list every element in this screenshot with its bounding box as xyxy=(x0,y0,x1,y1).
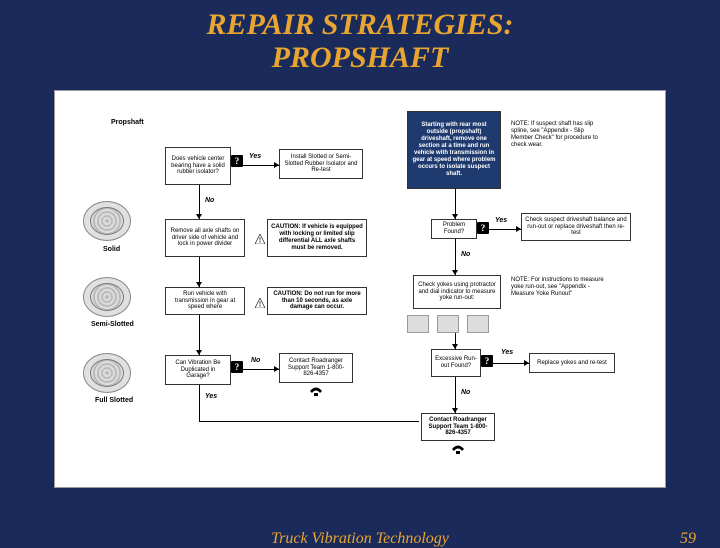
arrowhead-icon xyxy=(516,226,521,232)
label-full: Full Slotted xyxy=(95,397,133,404)
label-no: No xyxy=(461,389,470,396)
box-contact-support-1: Contact Roadranger Support Team 1-800-82… xyxy=(279,353,353,383)
box-install-isolator: Install Slotted or Semi-Slotted Rubber I… xyxy=(279,149,363,179)
page-title: REPAIR STRATEGIES: PROPSHAFT xyxy=(0,0,720,74)
label-no: No xyxy=(251,357,260,364)
question-icon: ? xyxy=(481,355,493,367)
question-icon: ? xyxy=(231,155,243,167)
note-measure-yoke: NOTE: For instructions to measure yoke r… xyxy=(511,277,611,298)
arrowhead-icon xyxy=(452,408,458,413)
warning-icon: ! xyxy=(255,295,265,305)
box-remove-axle: Remove all axle shafts on driver side of… xyxy=(165,219,245,257)
question-icon: ? xyxy=(231,361,243,373)
image-yoke-2 xyxy=(437,315,459,333)
image-yoke-3 xyxy=(467,315,489,333)
label-yes: Yes xyxy=(205,393,217,400)
label-yes: Yes xyxy=(501,349,513,356)
box-decision-isolator: Does vehicle center bearing have a solid… xyxy=(165,147,231,185)
box-start-rear: Starting with rear most outside (propsha… xyxy=(407,111,501,189)
note-slip-spline: NOTE: If suspect shaft has slip spline, … xyxy=(511,121,605,149)
box-replace-yokes: Replace yokes and re-test xyxy=(529,353,615,373)
arrowhead-icon xyxy=(196,282,202,287)
phone-icon xyxy=(451,443,465,455)
image-full-slotted xyxy=(83,353,131,393)
box-can-duplicate: Can Vibration Be Duplicated in Garage? xyxy=(165,355,231,385)
arrowhead-icon xyxy=(274,366,279,372)
warning-icon: ! xyxy=(255,231,265,241)
label-semi: Semi-Slotted xyxy=(91,321,134,328)
box-contact-support-2: Contact Roadranger Support Team 1-800-82… xyxy=(421,413,495,441)
page-number: 59 xyxy=(680,530,696,548)
image-yoke-1 xyxy=(407,315,429,333)
label-yes: Yes xyxy=(249,153,261,160)
connector xyxy=(199,315,200,355)
box-run-vehicle: Run vehicle with transmission in gear at… xyxy=(165,287,245,315)
label-yes: Yes xyxy=(495,217,507,224)
title-line-2: PROPSHAFT xyxy=(0,41,720,74)
flowchart-container: Propshaft Solid Semi-Slotted Full Slotte… xyxy=(54,90,666,488)
label-no: No xyxy=(461,251,470,258)
arrowhead-icon xyxy=(452,344,458,349)
footer-title: Truck Vibration Technology xyxy=(271,530,449,548)
connector xyxy=(199,421,419,422)
label-propshaft: Propshaft xyxy=(111,119,144,126)
box-check-yokes: Check yokes using protractor and dial in… xyxy=(413,275,501,309)
label-no: No xyxy=(205,197,214,204)
connector xyxy=(199,385,200,421)
phone-icon xyxy=(309,385,323,397)
image-semi-slotted xyxy=(83,277,131,317)
arrowhead-icon xyxy=(452,270,458,275)
box-check-driveshaft: Check suspect driveshaft balance and run… xyxy=(521,213,631,241)
arrowhead-icon xyxy=(274,162,279,168)
arrowhead-icon xyxy=(524,360,529,366)
arrowhead-icon xyxy=(196,350,202,355)
svg-text:!: ! xyxy=(259,237,261,245)
box-caution-axle: CAUTION: If vehicle is equipped with loc… xyxy=(267,219,367,257)
arrowhead-icon xyxy=(452,214,458,219)
title-line-1: REPAIR STRATEGIES: xyxy=(0,8,720,41)
image-solid xyxy=(83,201,131,241)
box-problem-found: Problem Found? xyxy=(431,219,477,239)
box-caution-ten-sec: CAUTION: Do not run for more than 10 sec… xyxy=(267,287,367,315)
arrowhead-icon xyxy=(196,214,202,219)
box-excessive-runout: Excessive Run-out Found? xyxy=(431,349,481,377)
question-icon: ? xyxy=(477,222,489,234)
label-solid: Solid xyxy=(103,246,120,253)
svg-text:!: ! xyxy=(259,301,261,309)
